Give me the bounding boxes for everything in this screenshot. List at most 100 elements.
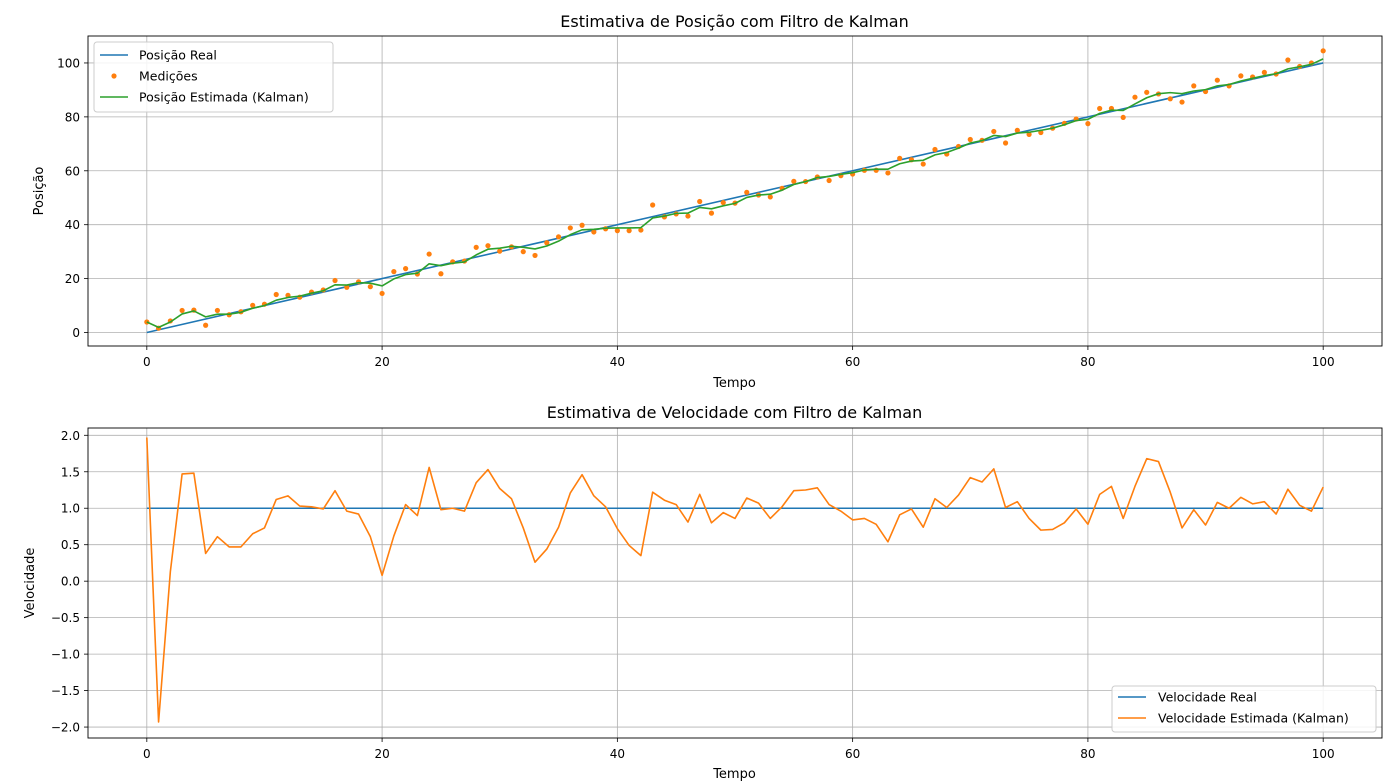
measurement-point bbox=[591, 229, 597, 235]
measurement-point bbox=[567, 225, 573, 231]
measurement-point bbox=[614, 228, 620, 234]
measurement-point bbox=[1285, 57, 1291, 63]
measurement-point bbox=[932, 146, 938, 153]
measurement-point bbox=[273, 291, 279, 298]
velocity-y-axis-label: Velocidade bbox=[23, 548, 38, 619]
velocity-y-tick-label: 0.5 bbox=[61, 538, 80, 552]
velocity-axes-frame bbox=[87, 427, 1383, 739]
measurement-point bbox=[650, 202, 656, 208]
position-legend-box bbox=[93, 41, 334, 113]
legend-swatch-measurements bbox=[111, 73, 117, 79]
position-y-tick-label: 80 bbox=[65, 110, 80, 124]
velocity-y-tick-label: −1.0 bbox=[51, 648, 80, 662]
measurement-point bbox=[826, 177, 832, 184]
measurement-point bbox=[485, 243, 491, 249]
measurement-point bbox=[497, 248, 503, 254]
position-x-tick-label: 40 bbox=[610, 355, 625, 369]
position-series bbox=[144, 48, 1326, 334]
velocity-chart: Estimativa de Velocidade com Filtro de K… bbox=[23, 403, 1383, 781]
velocity-y-tick-label: 1.0 bbox=[61, 502, 80, 516]
velocity-y-tick-label: 0.0 bbox=[61, 575, 80, 589]
measurement-point bbox=[626, 228, 632, 234]
position-y-tick-label: 60 bbox=[65, 164, 80, 178]
series-velocidade-estimada-kalman-line bbox=[146, 437, 1324, 723]
measurement-point bbox=[332, 277, 338, 284]
measurement-point bbox=[1320, 48, 1326, 54]
measurement-point bbox=[403, 266, 409, 272]
position-x-axis-label: Tempo bbox=[712, 376, 756, 391]
position-y-tick-label: 20 bbox=[65, 272, 80, 286]
measurement-point bbox=[214, 307, 220, 314]
measurement-point bbox=[367, 284, 373, 290]
measurement-point bbox=[1261, 69, 1267, 75]
measurement-point bbox=[391, 269, 397, 275]
measurement-point bbox=[767, 194, 773, 200]
measurement-point bbox=[791, 178, 797, 184]
measurement-point bbox=[555, 234, 562, 240]
velocity-legend-box bbox=[1111, 685, 1377, 733]
velocity-x-tick-label: 20 bbox=[374, 747, 389, 761]
velocity-x-axis-label: Tempo bbox=[712, 767, 756, 781]
legend-label-real-position: Posição Real bbox=[139, 48, 217, 63]
measurement-point bbox=[179, 307, 185, 314]
measurement-point bbox=[720, 199, 726, 206]
measurement-point bbox=[579, 222, 585, 228]
position-y-ticks: 0 20 40 60 80 100 bbox=[57, 56, 88, 340]
position-x-tick-label: 80 bbox=[1080, 355, 1095, 369]
velocity-legend: Velocidade Real Velocidade Estimada (Kal… bbox=[1111, 685, 1377, 733]
velocity-y-tick-label: −0.5 bbox=[51, 611, 80, 625]
measurement-point bbox=[532, 252, 538, 259]
measurement-point bbox=[1097, 105, 1103, 112]
velocity-x-tick-label: 80 bbox=[1080, 747, 1095, 761]
measurement-point bbox=[1132, 94, 1138, 100]
position-legend: Posição Real Medições Posição Estimada (… bbox=[93, 41, 334, 113]
measurement-point bbox=[1179, 99, 1185, 105]
measurement-point bbox=[685, 213, 691, 219]
measurement-point bbox=[697, 198, 703, 205]
legend-label-measurements: Medições bbox=[139, 69, 198, 84]
legend-label-estimated-velocity: Velocidade Estimada (Kalman) bbox=[1158, 711, 1349, 726]
measurement-point bbox=[344, 284, 350, 290]
measurement-point bbox=[1191, 83, 1197, 89]
position-x-tick-label: 60 bbox=[845, 355, 860, 369]
position-y-tick-label: 0 bbox=[72, 326, 80, 340]
velocity-x-tick-label: 60 bbox=[845, 747, 860, 761]
velocity-x-tick-label: 0 bbox=[143, 747, 151, 761]
position-y-axis-label: Posição bbox=[32, 167, 47, 216]
velocity-chart-title: Estimativa de Velocidade com Filtro de K… bbox=[547, 403, 922, 422]
position-y-tick-label: 100 bbox=[57, 56, 80, 70]
measurement-point bbox=[1120, 114, 1126, 121]
legend-label-real-velocity: Velocidade Real bbox=[1158, 690, 1257, 705]
measurement-point bbox=[438, 271, 444, 277]
measurement-point bbox=[1238, 73, 1244, 79]
measurement-point bbox=[967, 136, 973, 143]
legend-label-estimated-position: Posição Estimada (Kalman) bbox=[139, 90, 309, 105]
measurement-point bbox=[203, 322, 209, 328]
position-y-tick-label: 40 bbox=[65, 218, 80, 232]
measurement-point bbox=[426, 251, 432, 257]
velocity-y-tick-label: −1.5 bbox=[51, 684, 80, 698]
position-x-tick-label: 100 bbox=[1312, 355, 1335, 369]
position-x-tick-label: 20 bbox=[374, 355, 389, 369]
measurement-point bbox=[1002, 140, 1009, 146]
position-chart-title: Estimativa de Posição com Filtro de Kalm… bbox=[560, 12, 908, 31]
measurement-point bbox=[1085, 121, 1091, 127]
series-posicao-estimada-kalman-line bbox=[146, 58, 1324, 329]
measurement-point bbox=[991, 128, 997, 135]
velocity-y-tick-label: −2.0 bbox=[51, 721, 80, 735]
measurement-point bbox=[638, 227, 644, 233]
measurement-point bbox=[1167, 96, 1173, 102]
velocity-y-tick-label: 1.5 bbox=[61, 465, 80, 479]
velocity-y-ticks: −2.0 −1.5 −1.0 −0.5 0.0 0.5 1.0 1.5 2.0 bbox=[51, 429, 88, 735]
measurement-point bbox=[744, 189, 750, 195]
position-x-ticks: 0 20 40 60 80 100 bbox=[143, 346, 1335, 369]
measurement-point bbox=[1014, 127, 1020, 133]
position-x-tick-label: 0 bbox=[143, 355, 151, 369]
measurement-point bbox=[520, 249, 526, 255]
measurement-point bbox=[1144, 89, 1150, 95]
measurement-point bbox=[250, 302, 256, 308]
measurement-point bbox=[708, 210, 715, 216]
measurement-point bbox=[1214, 77, 1220, 83]
measurement-point bbox=[897, 155, 903, 161]
